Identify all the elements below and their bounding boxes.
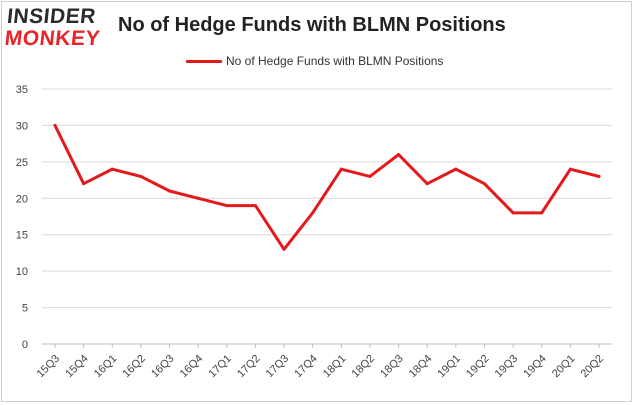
x-tick-label: 18Q2 [350,353,378,381]
y-tick-label: 35 [16,84,28,96]
x-tick-label: 18Q1 [321,353,349,381]
data-point [110,167,114,171]
x-tick-label: 18Q3 [378,353,406,381]
axis-layer [42,343,612,348]
x-tick-label: 17Q1 [206,353,234,381]
data-point [282,247,286,251]
data-point [368,174,372,178]
chart-legend: No of Hedge Funds with BLMN Positions [186,52,443,70]
x-tick-label: 19Q2 [464,353,492,381]
x-tick-label: 15Q3 [35,353,63,381]
data-point [168,189,172,193]
y-tick-label: 20 [16,193,28,205]
y-tick-label: 5 [22,303,28,315]
x-tick-label: 17Q3 [264,353,292,381]
series-layer [53,123,601,251]
y-tick-label: 10 [16,266,28,278]
data-point [425,182,429,186]
data-point [311,211,315,215]
y-tick-label: 15 [16,230,28,242]
y-tick-label: 25 [16,157,28,169]
data-point [225,204,229,208]
legend-swatch [186,59,222,63]
data-point [482,182,486,186]
y-tick-label: 30 [16,120,28,132]
data-point [253,204,257,208]
data-point [540,211,544,215]
data-point [597,174,601,178]
data-point [511,211,515,215]
x-tick-label: 20Q1 [550,353,578,381]
data-point [454,167,458,171]
data-point [139,174,143,178]
x-tick-label: 16Q2 [120,353,148,381]
x-tick-label: 16Q1 [92,353,120,381]
x-tick-label: 19Q3 [493,353,521,381]
chart-title: No of Hedge Funds with BLMN Positions [118,14,506,36]
series-line-0 [53,123,601,251]
y-tick-label: 0 [22,339,28,351]
x-tick-label: 20Q2 [579,353,607,381]
x-tick-label: 17Q4 [292,353,320,381]
x-tick-label: 15Q4 [63,353,91,381]
data-point [53,123,57,127]
data-point [397,153,401,157]
legend-label: No of Hedge Funds with BLMN Positions [226,54,444,68]
x-tick-label: 17Q2 [235,353,263,381]
x-tick-label: 19Q1 [435,353,463,381]
x-tick-label: 16Q3 [149,353,177,381]
data-point [196,196,200,200]
data-point [339,167,343,171]
x-tick-label: 19Q4 [521,353,549,381]
x-tick-label: 16Q4 [178,353,206,381]
data-point [82,182,86,186]
grid-layer [42,88,612,309]
x-tick-label: 18Q4 [407,353,435,381]
data-point [568,167,572,171]
